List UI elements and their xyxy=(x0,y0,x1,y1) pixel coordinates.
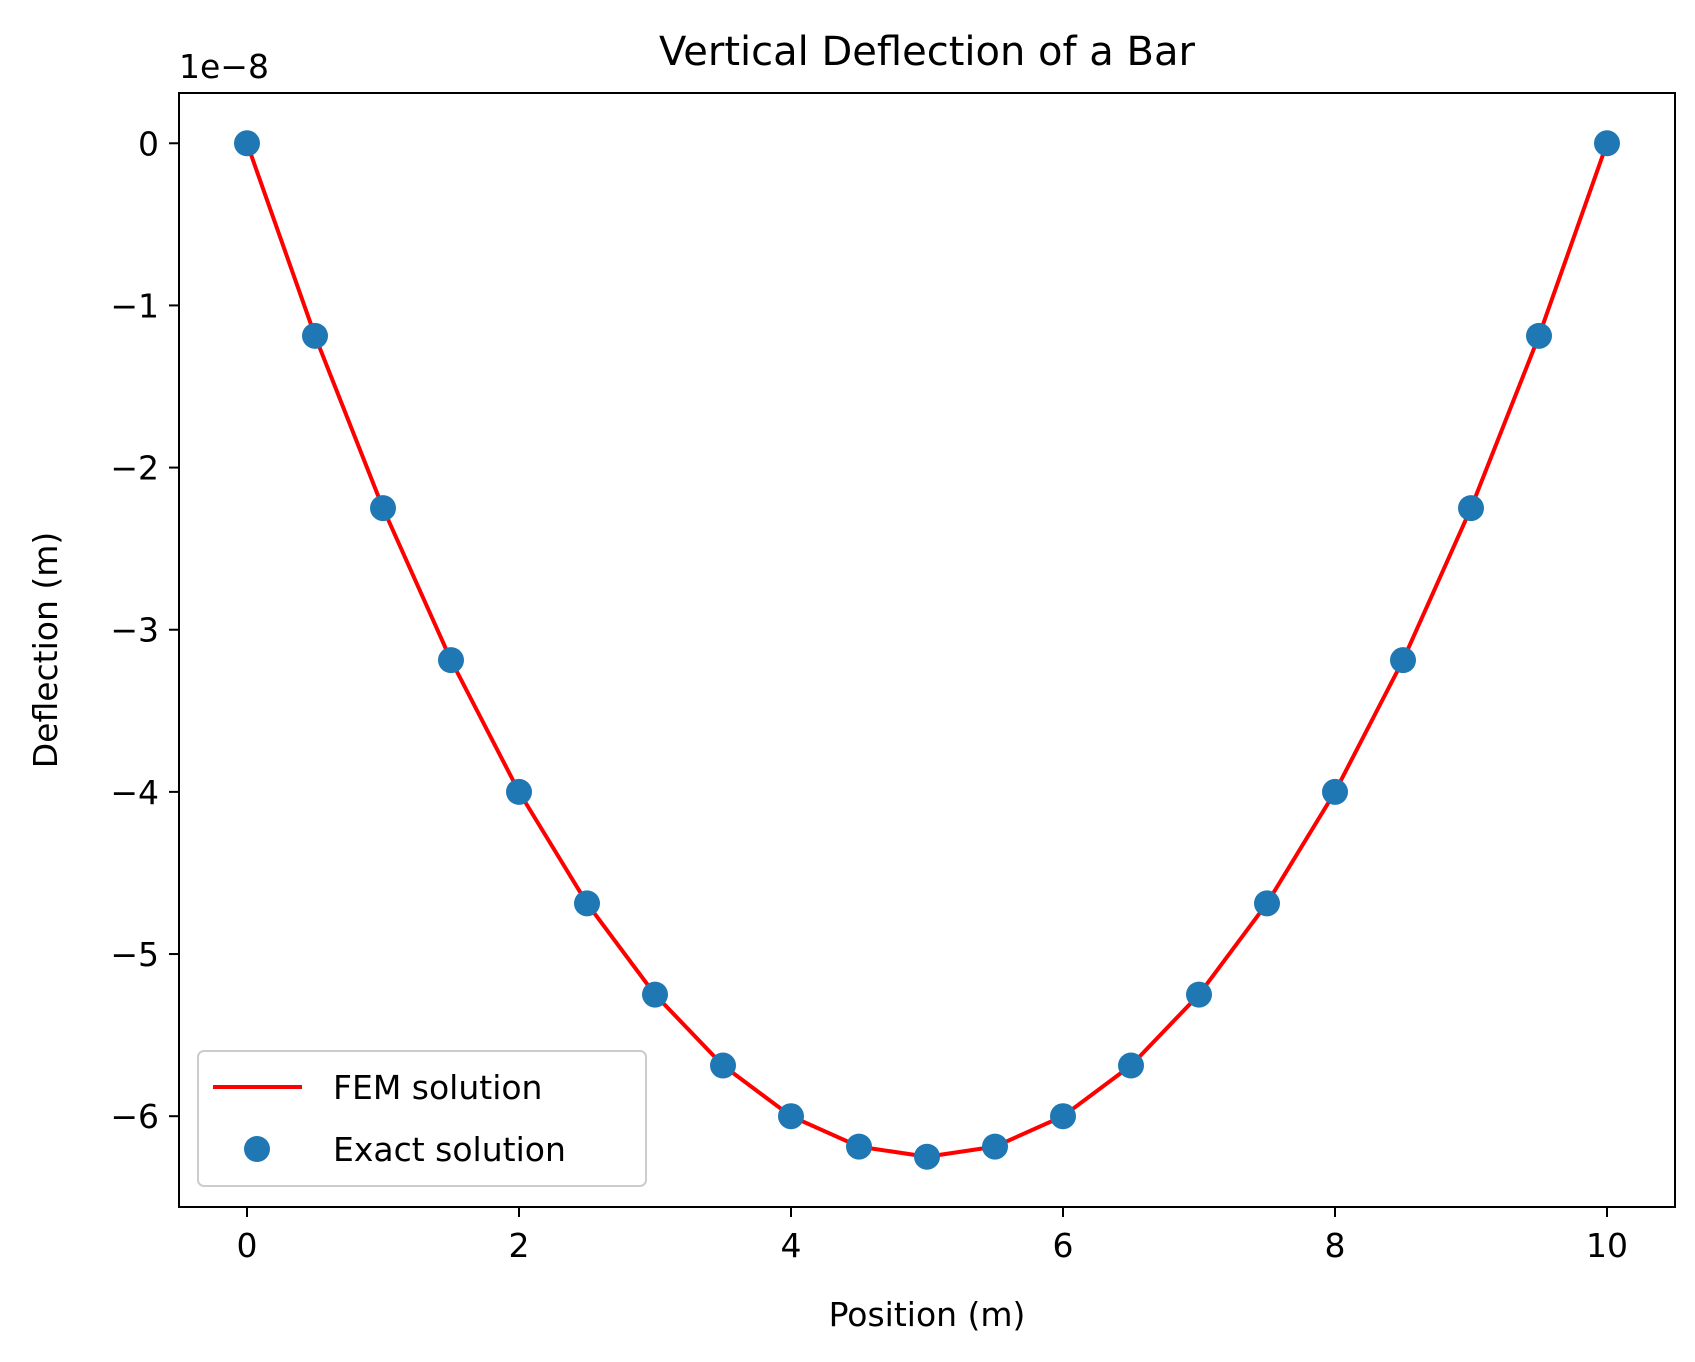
exact-solution-point xyxy=(1254,890,1280,917)
exact-solution-point xyxy=(1594,130,1620,157)
axes-frame xyxy=(178,92,1676,1208)
y-tick-label: −6 xyxy=(110,1097,159,1136)
exact-solution-point xyxy=(574,890,600,917)
x-tick-label: 0 xyxy=(237,1226,258,1265)
exact-solution-point xyxy=(1526,322,1552,349)
chart-title: Vertical Deflection of a Bar xyxy=(659,29,1195,75)
exact-solution-point xyxy=(302,322,328,349)
exact-solution-point xyxy=(234,130,260,157)
exact-solution-point xyxy=(914,1143,940,1170)
exact-solution-point xyxy=(710,1052,736,1079)
exact-solution-point xyxy=(982,1133,1008,1160)
exact-solution-point xyxy=(1458,495,1484,522)
x-axis-ticks: 0 2 4 6 8 10 xyxy=(237,1207,1628,1265)
exact-solution-point xyxy=(1322,778,1348,805)
legend-box xyxy=(197,1050,647,1187)
y-tick-label: −2 xyxy=(110,449,159,488)
plot-area xyxy=(179,93,1675,1207)
x-tick-label: 4 xyxy=(781,1226,802,1265)
x-tick-label: 10 xyxy=(1586,1226,1628,1265)
x-tick-label: 8 xyxy=(1325,1226,1346,1265)
legend-exact-marker-swatch xyxy=(244,1136,270,1162)
exact-solution-point xyxy=(1050,1103,1076,1130)
legend-exact-label: Exact solution xyxy=(333,1130,566,1169)
y-axis-label: Deflection (m) xyxy=(26,532,65,769)
x-tick-label: 2 xyxy=(509,1226,530,1265)
exact-solution-point xyxy=(438,647,464,674)
legend: FEM solution Exact solution xyxy=(197,1050,647,1187)
x-axis-label: Position (m) xyxy=(829,1295,1026,1334)
exact-solution-point xyxy=(1118,1052,1144,1079)
y-tick-label: 0 xyxy=(138,124,159,163)
legend-fem-label: FEM solution xyxy=(333,1068,542,1107)
exact-solution-point xyxy=(642,981,668,1008)
exact-solution-point xyxy=(1186,981,1212,1008)
y-tick-label: −4 xyxy=(110,773,159,812)
x-tick-label: 6 xyxy=(1053,1226,1074,1265)
exact-solution-point xyxy=(1390,647,1416,674)
exact-solution-point xyxy=(506,778,532,805)
y-tick-label: −5 xyxy=(110,935,159,974)
y-axis-offset-label: 1e−8 xyxy=(179,47,269,86)
y-tick-label: −3 xyxy=(110,611,159,650)
exact-solution-point xyxy=(778,1103,804,1130)
exact-solution-point xyxy=(370,495,396,522)
y-tick-label: −1 xyxy=(110,286,159,325)
y-axis-ticks: 0 −1 −2 −3 −4 −5 −6 xyxy=(110,124,179,1136)
exact-solution-point xyxy=(846,1133,872,1160)
series-layer xyxy=(234,130,1620,1170)
